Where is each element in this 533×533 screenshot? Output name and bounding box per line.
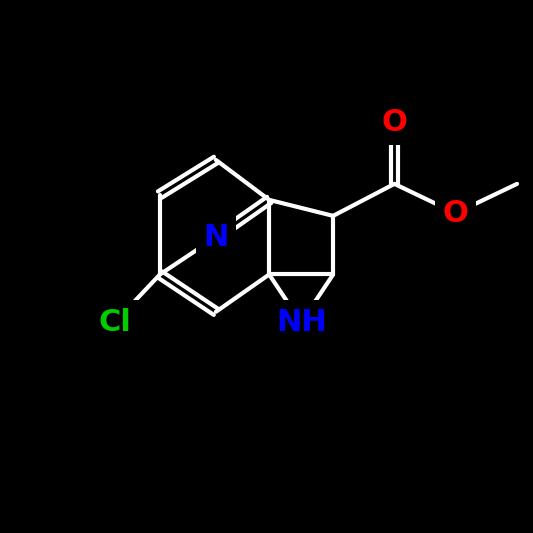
Text: O: O <box>382 108 407 137</box>
Text: Cl: Cl <box>98 308 131 337</box>
Text: NH: NH <box>276 308 327 337</box>
Text: N: N <box>203 223 229 252</box>
Text: O: O <box>443 199 469 228</box>
